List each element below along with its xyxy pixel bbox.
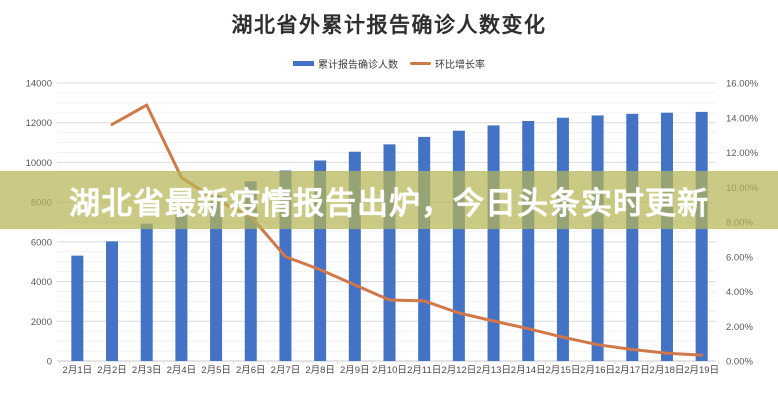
- x-axis-label: 2月19日: [684, 365, 719, 376]
- x-axis-label: 2月15日: [545, 365, 580, 376]
- bar-2月2日: [106, 241, 119, 361]
- x-axis-label: 2月6日: [236, 365, 266, 376]
- bar-series-swatch-icon: [293, 61, 314, 66]
- left-axis-label: 4000: [31, 277, 52, 288]
- right-axis-label: 4.00%: [726, 287, 753, 298]
- bar-2月17日: [626, 113, 639, 362]
- x-axis-label: 2月12日: [441, 365, 476, 376]
- bar-2月13日: [487, 125, 500, 362]
- bar-2月18日: [660, 112, 673, 362]
- right-axis-label: 16.00%: [726, 79, 759, 90]
- x-axis-label: 2月3日: [132, 365, 162, 376]
- right-axis-label: 14.00%: [726, 113, 759, 124]
- left-axis-label: 2000: [31, 317, 52, 328]
- x-axis-label: 2月9日: [340, 365, 370, 376]
- bar-2月3日: [140, 223, 153, 361]
- x-axis-label: 2月8日: [305, 365, 335, 376]
- x-axis-label: 2月14日: [511, 365, 546, 376]
- left-axis-label: 14000: [26, 79, 52, 90]
- right-axis-label: 6.00%: [726, 252, 753, 263]
- legend-label-confirmed: 累计报告确诊人数: [318, 60, 398, 71]
- x-axis-label: 2月2日: [97, 365, 127, 376]
- chart-title: 湖北省外累计报告确诊人数变化: [231, 13, 547, 37]
- bar-2月4日: [175, 209, 188, 361]
- x-axis-label: 2月17日: [615, 365, 650, 376]
- bar-2月16日: [591, 115, 604, 362]
- bar-2月1日: [71, 255, 84, 361]
- left-axis-label: 10000: [26, 158, 52, 169]
- chart-legend: 累计报告确诊人数 环比增长率: [0, 56, 778, 71]
- x-axis-label: 2月10日: [372, 365, 407, 376]
- right-axis-label: 0.00%: [726, 357, 753, 368]
- x-axis-label: 2月16日: [580, 365, 615, 376]
- x-axis-label: 2月11日: [407, 365, 441, 376]
- bar-2月5日: [210, 195, 223, 361]
- x-axis-label: 2月5日: [201, 365, 231, 376]
- legend-item-confirmed: 累计报告确诊人数: [293, 56, 398, 71]
- x-axis-label: 2月7日: [271, 365, 301, 376]
- headline-banner: 湖北省最新疫情报告出炉，今日头条实时更新: [0, 171, 778, 229]
- right-axis-label: 12.00%: [726, 148, 759, 159]
- left-axis-label: 0: [47, 357, 52, 368]
- line-series-swatch-icon: [410, 62, 431, 65]
- x-axis-label: 2月4日: [167, 365, 197, 376]
- legend-label-growth-rate: 环比增长率: [435, 60, 485, 71]
- left-axis-label: 12000: [26, 118, 52, 129]
- headline-text: 湖北省最新疫情报告出炉，今日头条实时更新: [69, 185, 709, 221]
- bar-2月19日: [695, 111, 708, 361]
- left-axis-label: 6000: [31, 237, 52, 248]
- x-axis-label: 2月1日: [63, 365, 93, 376]
- x-axis-label: 2月18日: [650, 365, 685, 376]
- bar-2月14日: [522, 121, 535, 362]
- legend-item-growth-rate: 环比增长率: [410, 56, 485, 71]
- bar-2月15日: [556, 117, 569, 362]
- right-axis-label: 2.00%: [726, 322, 753, 333]
- bar-2月12日: [452, 130, 465, 361]
- x-axis-label: 2月13日: [476, 365, 511, 376]
